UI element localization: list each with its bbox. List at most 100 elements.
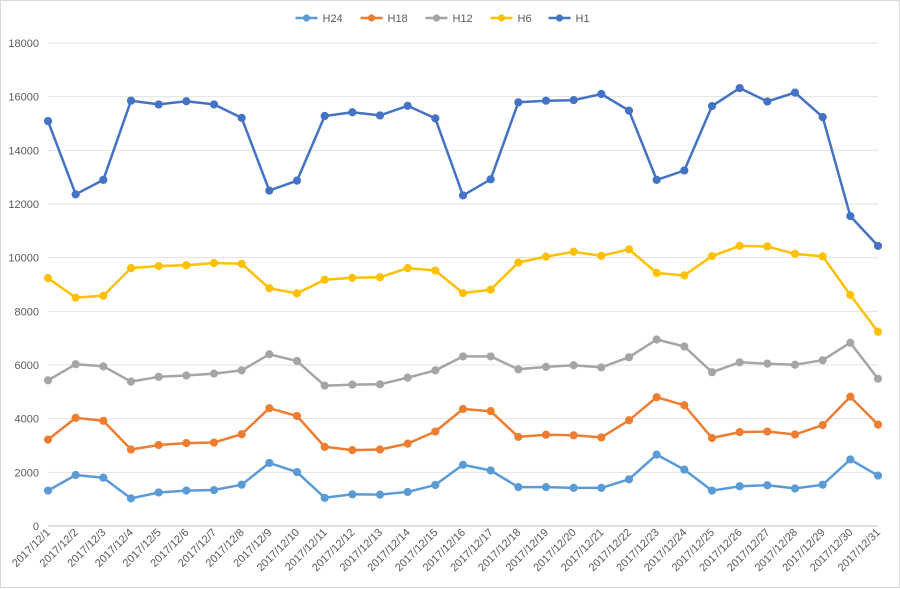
- data-point-H18: [735, 427, 744, 437]
- data-point-H24: [458, 460, 468, 469]
- data-point-H12: [790, 360, 800, 369]
- data-point-H12: [873, 374, 883, 383]
- data-point-H18: [71, 413, 80, 422]
- legend-marker-H1: [555, 14, 564, 22]
- data-point-H1: [320, 111, 329, 121]
- data-point-H24: [790, 484, 800, 493]
- y-tick-label: 18000: [8, 38, 39, 50]
- data-point-H1: [735, 83, 744, 93]
- data-point-H6: [873, 327, 883, 336]
- data-point-H12: [182, 371, 191, 380]
- data-point-H6: [680, 271, 689, 280]
- data-point-H18: [154, 440, 163, 450]
- series-line-H6: [47, 244, 879, 333]
- data-point-H6: [652, 268, 661, 278]
- data-point-H24: [652, 450, 661, 459]
- data-point-H24: [99, 473, 108, 482]
- data-point-H12: [652, 335, 661, 344]
- data-point-H24: [763, 481, 772, 490]
- data-point-H24: [597, 483, 606, 492]
- data-point-H1: [514, 98, 523, 107]
- y-tick-label: 8000: [15, 306, 39, 318]
- data-point-H24: [818, 480, 827, 489]
- data-point-H18: [209, 438, 219, 447]
- data-point-H6: [292, 289, 302, 298]
- data-point-H1: [680, 166, 689, 175]
- data-point-H24: [514, 482, 523, 492]
- data-point-H24: [292, 467, 302, 477]
- data-point-H18: [818, 421, 827, 430]
- series-line-H18: [47, 395, 879, 452]
- data-point-H24: [71, 470, 80, 480]
- data-point-H24: [182, 486, 191, 495]
- data-point-H12: [680, 342, 689, 351]
- data-point-H18: [458, 404, 468, 414]
- data-point-H1: [375, 111, 385, 120]
- data-point-H6: [431, 266, 440, 275]
- y-tick-label: 2000: [15, 467, 39, 479]
- series-line-H12: [47, 338, 879, 387]
- data-point-H6: [403, 264, 412, 273]
- data-point-H6: [71, 293, 80, 302]
- data-point-H6: [624, 245, 634, 254]
- data-point-H18: [569, 431, 578, 440]
- data-point-H12: [348, 380, 357, 389]
- legend-label-H1: H1: [576, 13, 590, 25]
- data-point-H12: [541, 362, 551, 371]
- data-point-H6: [375, 273, 385, 282]
- data-point-H6: [209, 258, 219, 268]
- data-point-H18: [43, 435, 53, 444]
- y-tick-label: 4000: [15, 414, 39, 426]
- data-point-H18: [126, 445, 136, 454]
- legend-marker-H24: [302, 14, 311, 22]
- data-point-H24: [348, 490, 357, 499]
- data-point-H6: [320, 275, 329, 284]
- data-point-H6: [99, 291, 108, 300]
- y-tick-label: 16000: [8, 92, 39, 104]
- data-point-H18: [237, 430, 246, 439]
- data-point-H24: [154, 488, 163, 497]
- data-point-H24: [486, 466, 495, 475]
- data-point-H1: [873, 241, 883, 250]
- data-point-H24: [680, 465, 689, 474]
- data-point-H24: [403, 487, 412, 497]
- data-point-H24: [126, 494, 136, 503]
- data-point-H18: [846, 392, 855, 401]
- data-point-H12: [237, 366, 246, 375]
- data-point-H24: [237, 480, 246, 489]
- data-point-H1: [43, 116, 53, 126]
- data-point-H6: [597, 251, 606, 260]
- data-point-H18: [486, 407, 495, 416]
- data-point-H24: [624, 475, 634, 484]
- data-point-H24: [873, 471, 883, 480]
- data-point-H12: [126, 377, 136, 386]
- data-point-H1: [182, 97, 191, 106]
- data-point-H18: [597, 433, 606, 442]
- data-point-H12: [458, 352, 468, 361]
- y-tick-label: 12000: [8, 199, 39, 211]
- data-point-H12: [431, 366, 440, 375]
- data-point-H12: [99, 362, 108, 371]
- data-point-H18: [375, 445, 385, 454]
- data-point-H12: [375, 380, 385, 389]
- data-point-H6: [348, 273, 357, 282]
- data-point-H24: [375, 490, 385, 499]
- data-point-H1: [846, 211, 855, 221]
- data-point-H12: [514, 365, 523, 374]
- data-point-H24: [541, 482, 551, 492]
- data-point-H1: [209, 100, 219, 109]
- data-point-H6: [154, 261, 163, 271]
- data-point-H1: [624, 106, 634, 115]
- data-point-H1: [292, 176, 302, 185]
- data-point-H6: [735, 241, 744, 250]
- data-point-H24: [320, 493, 329, 502]
- data-point-H1: [71, 190, 80, 199]
- legend-marker-H18: [367, 14, 376, 22]
- data-point-H12: [846, 338, 855, 347]
- data-point-H12: [43, 376, 53, 385]
- data-point-H18: [790, 430, 800, 439]
- legend-label-H18: H18: [388, 13, 408, 25]
- data-point-H1: [458, 191, 468, 200]
- data-point-H24: [707, 486, 717, 495]
